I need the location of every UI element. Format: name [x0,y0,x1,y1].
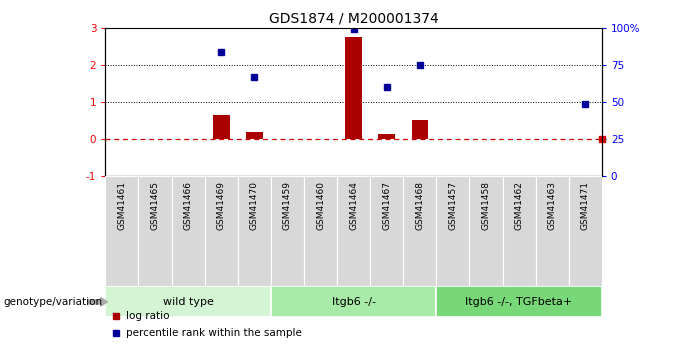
Bar [345,37,362,139]
Bar [213,115,230,139]
Bar [238,176,271,286]
Text: GSM41470: GSM41470 [250,181,259,230]
Text: GSM41459: GSM41459 [283,181,292,230]
Text: GSM41461: GSM41461 [118,181,126,230]
Title: GDS1874 / M200001374: GDS1874 / M200001374 [269,11,439,25]
Bar [378,134,395,139]
Text: GSM41460: GSM41460 [316,181,325,230]
Text: GSM41458: GSM41458 [481,181,490,230]
Bar [403,176,437,286]
Text: wild type: wild type [163,297,214,307]
Bar [370,176,403,286]
Bar [304,176,337,286]
Bar [105,286,271,317]
Bar [437,176,469,286]
Bar [139,176,171,286]
Text: genotype/variation: genotype/variation [3,297,103,307]
Bar [171,176,205,286]
Bar [503,176,536,286]
Bar [246,132,262,139]
Text: percentile rank within the sample: percentile rank within the sample [126,328,302,338]
Text: Itgb6 -/-, TGFbeta+: Itgb6 -/-, TGFbeta+ [465,297,573,307]
Text: Itgb6 -/-: Itgb6 -/- [332,297,375,307]
Text: GSM41465: GSM41465 [150,181,160,230]
Text: GSM41468: GSM41468 [415,181,424,230]
Text: GSM41462: GSM41462 [515,181,524,230]
Bar [536,176,568,286]
Text: GSM41463: GSM41463 [547,181,557,230]
Text: GSM41467: GSM41467 [382,181,391,230]
Bar [411,120,428,139]
Text: GSM41469: GSM41469 [217,181,226,230]
Bar [271,286,437,317]
Text: GSM41457: GSM41457 [448,181,458,230]
Text: GSM41466: GSM41466 [184,181,192,230]
Bar [271,176,304,286]
Text: GSM41464: GSM41464 [349,181,358,230]
Bar [568,176,602,286]
Bar [205,176,238,286]
Bar [469,176,503,286]
Text: GSM41471: GSM41471 [581,181,590,230]
Bar [105,176,139,286]
Bar [437,286,602,317]
Bar [337,176,370,286]
Text: log ratio: log ratio [126,311,169,321]
